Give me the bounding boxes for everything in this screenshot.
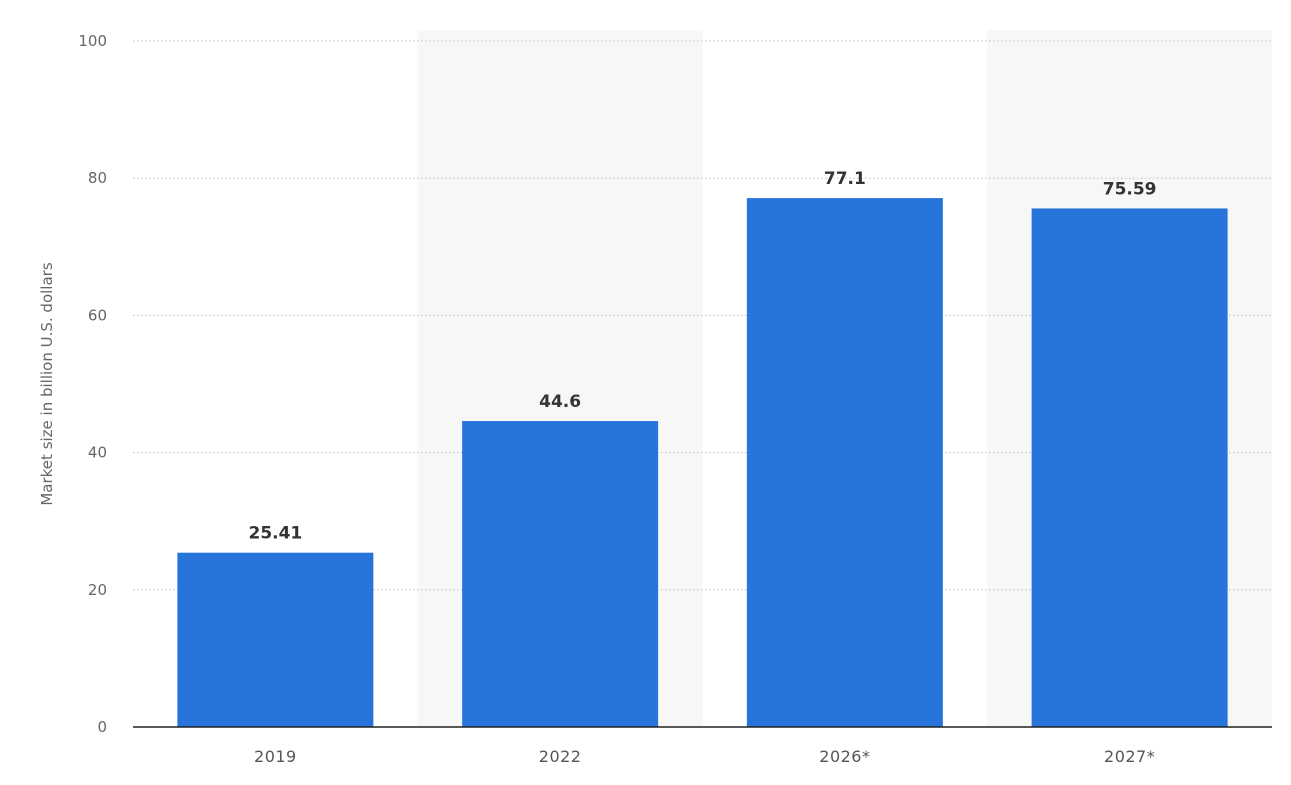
bar [177, 552, 374, 727]
bar [462, 421, 659, 727]
data-label: 75.59 [1103, 179, 1157, 199]
y-tick-label: 20 [88, 581, 107, 599]
y-tick-label: 100 [78, 32, 107, 50]
x-tick-label: 2026* [819, 747, 870, 766]
x-axis-ticks: 2019 2022 2026* 2027* [254, 747, 1155, 766]
y-axis-ticks: 0 20 40 60 80 100 [78, 32, 107, 736]
y-tick-label: 60 [88, 306, 107, 324]
data-label: 25.41 [248, 524, 302, 544]
y-axis-title: Market size in billion U.S. dollars [38, 262, 56, 505]
bars [177, 198, 1228, 727]
y-tick-label: 80 [88, 169, 107, 187]
data-label: 77.1 [824, 169, 866, 189]
y-tick-label: 0 [97, 718, 107, 736]
x-tick-label: 2019 [254, 747, 297, 766]
bar [1031, 208, 1228, 727]
y-tick-label: 40 [88, 444, 107, 462]
data-label: 44.6 [539, 392, 581, 412]
x-tick-label: 2022 [539, 747, 582, 766]
x-tick-label: 2027* [1104, 747, 1155, 766]
bar [746, 198, 943, 727]
data-labels: 25.41 44.6 77.1 75.59 [248, 169, 1156, 544]
